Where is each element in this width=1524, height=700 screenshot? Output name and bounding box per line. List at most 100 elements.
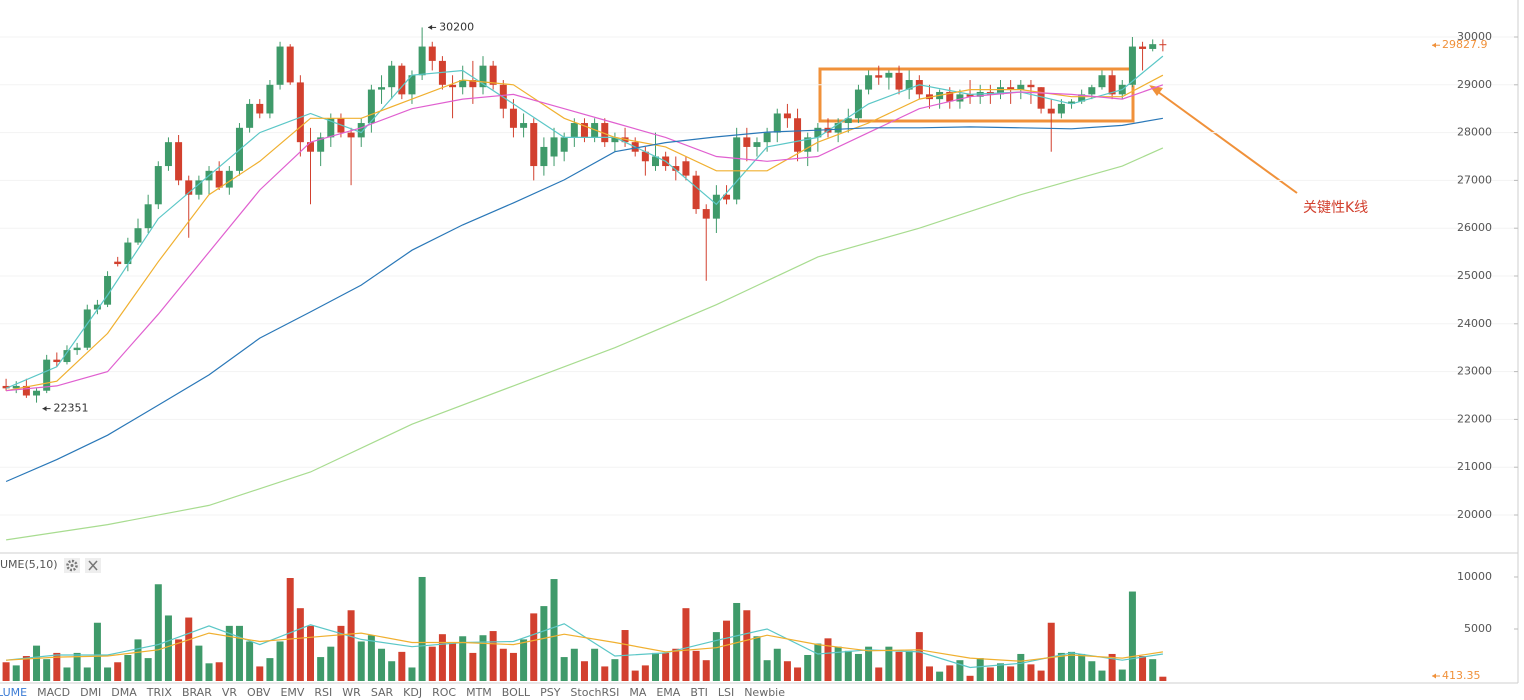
indicator-tab[interactable]: LSI (717, 686, 735, 699)
indicator-tab[interactable]: SAR (370, 686, 394, 699)
indicator-tab[interactable]: WR (342, 686, 361, 699)
candle-body (357, 123, 365, 138)
candle-body (723, 194, 731, 200)
y-tick-label: 5000 (1464, 622, 1492, 635)
candle-body (1088, 87, 1096, 95)
volume-bar (164, 615, 172, 681)
ma-line (6, 623, 1163, 669)
candle-body (124, 242, 132, 265)
candle-body (1037, 87, 1045, 109)
indicator-tab[interactable]: BRAR (181, 686, 212, 699)
indicator-tab[interactable]: RSI (314, 686, 333, 699)
volume-bar (12, 665, 20, 681)
candle-body (692, 175, 700, 210)
indicator-tab[interactable]: BTI (690, 686, 708, 699)
volume-bar (854, 653, 862, 681)
candle-body (905, 80, 913, 90)
candle-body (1017, 84, 1025, 90)
candle-body (895, 72, 903, 90)
indicator-tab[interactable]: EMA (656, 686, 681, 699)
indicator-tab[interactable]: KDJ (403, 686, 423, 699)
indicator-tab[interactable]: ROC (432, 686, 457, 699)
settings-icon[interactable] (64, 558, 80, 573)
candle-body (154, 166, 162, 205)
indicator-tab[interactable]: MTM (466, 686, 492, 699)
last-volume: 413.35 (1442, 669, 1481, 682)
volume-bar (580, 661, 588, 681)
candle-body (1128, 46, 1136, 85)
volume-bar (1098, 670, 1106, 681)
candle-body (43, 359, 51, 391)
indicator-tab[interactable]: Newbie (744, 686, 786, 699)
candle-body (712, 194, 720, 219)
indicator-tab[interactable]: MACD (37, 686, 71, 699)
volume-bar (560, 657, 568, 681)
candle-body (865, 75, 873, 90)
indicator-tab[interactable]: VR (221, 686, 238, 699)
candle-body (733, 137, 741, 200)
volume-bar (986, 667, 994, 681)
volume-bar (885, 646, 893, 681)
volume-bar (33, 645, 41, 681)
candle-body (73, 347, 81, 351)
volume-bar (459, 636, 467, 681)
candle-body (1027, 84, 1035, 88)
candle-body (956, 94, 964, 102)
indicator-tab[interactable]: MA (629, 686, 647, 699)
candle-body (794, 118, 802, 152)
indicator-tab[interactable]: DMI (80, 686, 102, 699)
volume-bar (276, 641, 284, 681)
volume-bar (570, 648, 578, 681)
candle-body (428, 46, 436, 61)
volume-bar (286, 578, 294, 681)
candle-body (459, 80, 467, 88)
candle-body (915, 80, 923, 95)
indicator-tab[interactable]: OBV (247, 686, 271, 699)
volume-bar (1078, 653, 1086, 681)
indicator-tab[interactable]: DMA (111, 686, 137, 699)
candle-body (164, 142, 172, 167)
volume-bar (489, 631, 497, 681)
volume-bar (296, 608, 304, 681)
candle-body (144, 204, 152, 229)
candle-body (398, 65, 406, 95)
volume-bar (783, 661, 791, 681)
volume-bar (83, 667, 91, 681)
candle-body (550, 137, 558, 157)
callout-arrow (1149, 85, 1298, 194)
volume-bar (591, 648, 599, 681)
indicator-tab[interactable]: StochRSI (570, 686, 620, 699)
indicator-tab[interactable]: PSY (540, 686, 561, 699)
volume-bar (307, 625, 314, 681)
volume-bar (804, 654, 812, 681)
volume-bar (357, 641, 365, 681)
volume-bar (794, 667, 802, 681)
candle-body (652, 156, 659, 167)
indicator-tab[interactable]: TRIX (146, 686, 172, 699)
volume-bar (956, 660, 964, 681)
volume-bar (540, 606, 548, 681)
y-tick-label: 10000 (1457, 570, 1492, 583)
volume-bar (895, 651, 903, 681)
indicator-tab[interactable]: BOLL (501, 686, 531, 699)
volume-bar (631, 670, 639, 681)
volume-bar (205, 663, 213, 681)
indicator-tab[interactable]: LUME (0, 686, 28, 699)
candle-body (12, 385, 20, 389)
candle-body (53, 359, 61, 363)
close-icon[interactable] (85, 558, 101, 573)
volume-bar (1149, 659, 1157, 681)
volume-bar (246, 641, 254, 681)
volume-bar (733, 602, 741, 681)
candle-body (388, 65, 396, 88)
candle-body (804, 137, 812, 152)
candle-body (225, 170, 233, 188)
ma-line (5, 55, 1164, 389)
candle-body (1068, 101, 1076, 104)
candle-body (611, 137, 619, 143)
candle-body (104, 276, 112, 305)
volume-bar (2, 662, 10, 681)
indicator-tab[interactable]: EMV (280, 686, 305, 699)
candle-body (1007, 87, 1015, 90)
volume-bar (104, 667, 112, 681)
